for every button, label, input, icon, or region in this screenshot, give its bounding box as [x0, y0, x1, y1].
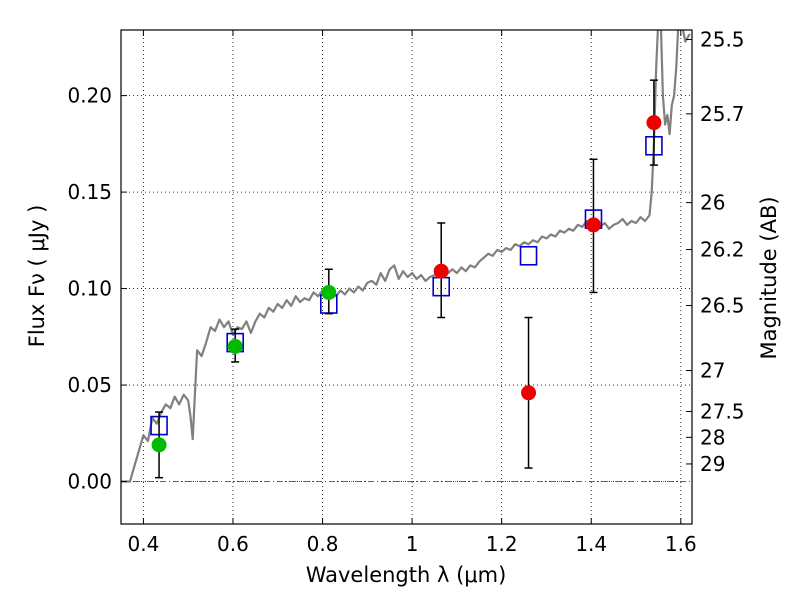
axis-ticks — [121, 30, 692, 524]
right-tick-label: 27 — [700, 359, 725, 383]
right-tick-label: 26.2 — [700, 238, 745, 262]
measured-flux-point — [433, 263, 449, 279]
detected-flux-point — [321, 284, 337, 300]
model-flux-square — [519, 245, 538, 266]
y-tick-label: 0.05 — [67, 373, 112, 397]
right-tick-label: 28 — [700, 425, 725, 449]
x-tick-label: 1.2 — [486, 532, 518, 556]
y-axis-label: Flux Fν ( μJy ) — [25, 205, 49, 348]
y-tick-label: 0.10 — [67, 277, 112, 301]
template-spectrum-line — [121, 30, 691, 483]
template-spectrum-layer — [121, 30, 691, 483]
plot-frame — [120, 29, 693, 525]
y-tick-label: 0.15 — [67, 180, 112, 204]
detected-flux-point — [227, 338, 243, 354]
x-tick-label: 1.6 — [665, 532, 697, 556]
right-tick-label: 27.5 — [700, 399, 745, 423]
x-tick-labels: 0.4 0.6 0.8 1 1.2 1.4 1.6 — [127, 532, 696, 556]
right-magnitude-labels: 25.5 25.7 26 26.2 26.5 27 27.528 29 — [700, 27, 745, 475]
y-tick-labels: 0.00 0.05 0.10 0.15 0.20 — [67, 84, 112, 494]
right-tick-label: 26 — [700, 191, 725, 215]
right-tick-label: 29 — [700, 452, 725, 476]
x-tick-label: 1.4 — [575, 532, 607, 556]
measured-flux-point — [521, 385, 537, 401]
detected-flux-point — [151, 437, 167, 453]
right-tick-label: 26.5 — [700, 294, 745, 318]
x-tick-label: 1 — [406, 532, 419, 556]
x-tick-label: 0.8 — [307, 532, 339, 556]
right-tick-label: 25.7 — [700, 102, 745, 126]
photometry-points-layer — [151, 115, 662, 453]
x-tick-label: 0.4 — [127, 532, 159, 556]
x-tick-label: 0.6 — [217, 532, 249, 556]
y-tick-label: 0.00 — [67, 470, 112, 494]
measured-flux-point — [646, 115, 662, 131]
y-tick-label: 0.20 — [67, 84, 112, 108]
right-axis-label: Magnitude (AB) — [757, 196, 781, 359]
measured-flux-point — [585, 217, 601, 233]
x-axis-label: Wavelength λ (μm) — [306, 563, 507, 587]
right-tick-label: 25.5 — [700, 27, 745, 51]
